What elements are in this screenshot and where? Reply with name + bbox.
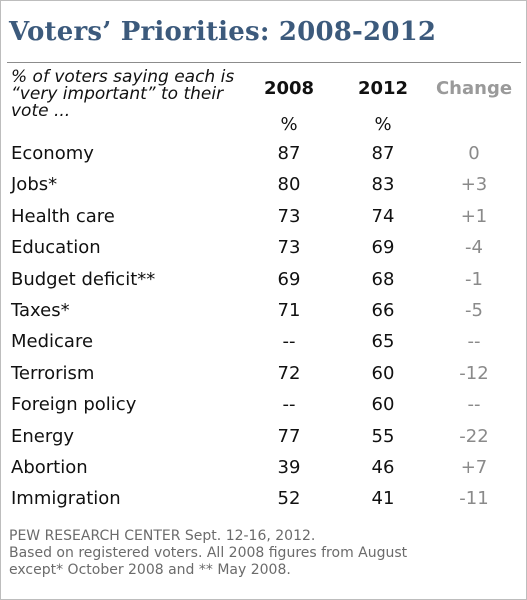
table-row: Taxes* 71 66 -5	[1, 295, 527, 326]
title-divider	[7, 62, 521, 63]
row-label: Education	[11, 237, 101, 259]
table-row: Budget deficit** 69 68 -1	[1, 264, 527, 295]
row-label: Energy	[11, 425, 75, 447]
value-2012: 87	[371, 143, 395, 164]
row-label: Budget deficit**	[11, 268, 156, 290]
value-2008: 73	[277, 205, 301, 227]
value-2008: 69	[277, 268, 301, 290]
value-change: +3	[460, 174, 488, 196]
value-2012: 55	[371, 425, 395, 447]
row-label: Taxes*	[11, 300, 70, 321]
row-label: Abortion	[11, 457, 88, 478]
table-row: Medicare -- 65 --	[1, 326, 527, 357]
table-row: Terrorism 72 60 -12	[1, 358, 527, 389]
value-2008: 52	[277, 488, 301, 510]
value-2008: 72	[277, 362, 301, 384]
value-2008: 39	[277, 457, 301, 478]
value-change: -1	[465, 268, 483, 290]
value-change: -12	[459, 362, 489, 384]
source-line: Based on registered voters. All 2008 fig…	[9, 545, 408, 561]
row-label: Economy	[11, 143, 94, 164]
unit-2008: %	[280, 114, 298, 135]
value-2008: --	[282, 394, 296, 416]
row-label: Jobs*	[11, 174, 58, 196]
value-change: -5	[465, 300, 483, 321]
table-title: Voters’ Priorities: 2008-2012	[9, 17, 437, 47]
value-2008: 87	[277, 143, 301, 164]
value-2008: 77	[277, 425, 301, 447]
column-header-2008: 2008	[263, 78, 315, 99]
value-change: 0	[468, 143, 480, 164]
value-change: -11	[459, 488, 489, 510]
unit-2012: %	[374, 114, 392, 135]
value-2008: --	[282, 331, 296, 353]
value-change: +1	[460, 205, 488, 227]
source-line: except* October 2008 and ** May 2008.	[9, 562, 291, 578]
value-change: --	[467, 394, 481, 416]
column-header-2012: 2012	[357, 78, 409, 99]
value-2012: 66	[371, 300, 395, 321]
row-label: Health care	[11, 205, 115, 227]
row-label: Medicare	[11, 331, 94, 353]
value-2012: 41	[371, 488, 395, 510]
value-change: --	[467, 331, 481, 353]
value-2012: 68	[371, 268, 395, 290]
value-2008: 71	[277, 300, 301, 321]
table-row: Health care 73 74 +1	[1, 201, 527, 232]
table-row: Education 73 69 -4	[1, 232, 527, 263]
table-row: Immigration 52 41 -11	[1, 483, 527, 514]
value-2012: 83	[371, 174, 395, 196]
value-2012: 46	[371, 457, 395, 478]
value-change: -22	[459, 425, 489, 447]
value-2012: 74	[371, 205, 395, 227]
value-2008: 80	[277, 174, 301, 196]
column-header-change: Change	[435, 78, 513, 99]
value-2012: 60	[371, 362, 395, 384]
row-label: Foreign policy	[11, 394, 137, 416]
source-line: PEW RESEARCH CENTER Sept. 12-16, 2012.	[9, 528, 316, 544]
value-2008: 73	[277, 237, 301, 259]
table-subtitle: % of voters saying each is “very importa…	[11, 67, 235, 121]
value-2012: 69	[371, 237, 395, 259]
table-row: Foreign policy -- 60 --	[1, 389, 527, 420]
row-label: Immigration	[11, 488, 121, 510]
table-row: Energy 77 55 -22	[1, 421, 527, 452]
table-row: Economy 87 87 0	[1, 138, 527, 169]
table-row: Abortion 39 46 +7	[1, 452, 527, 483]
source-note: PEW RESEARCH CENTER Sept. 12-16, 2012. B…	[9, 528, 519, 579]
value-change: -4	[465, 237, 483, 259]
value-2012: 65	[371, 331, 395, 353]
value-2012: 60	[371, 394, 395, 416]
row-label: Terrorism	[11, 362, 95, 384]
value-change: +7	[460, 457, 488, 478]
table-row: Jobs* 80 83 +3	[1, 169, 527, 200]
